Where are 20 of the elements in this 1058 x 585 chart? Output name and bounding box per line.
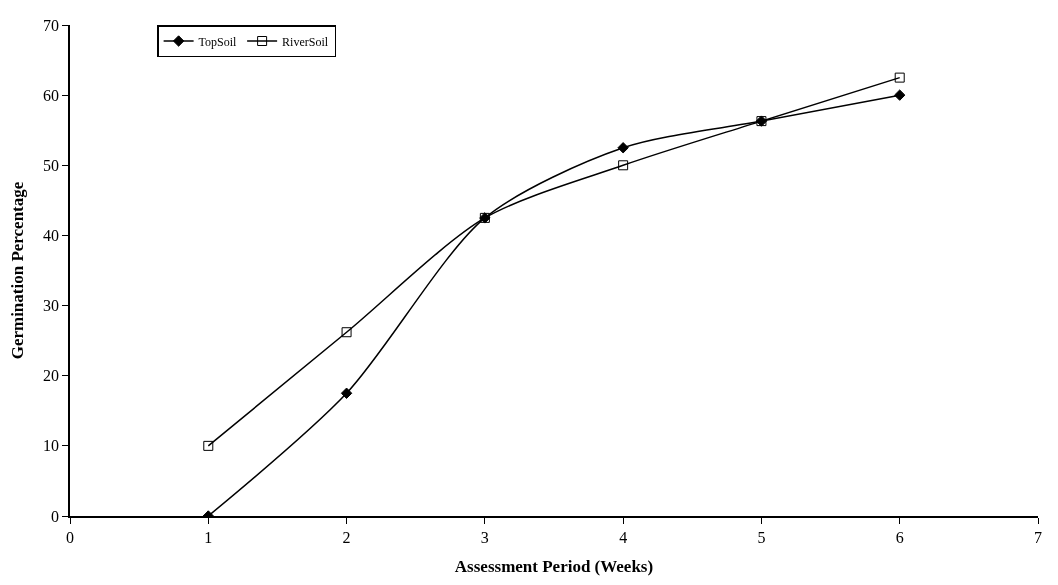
x-tick-label: 1 <box>204 528 213 546</box>
x-tick-label: 7 <box>1034 528 1042 546</box>
x-tick-label: 4 <box>619 528 628 546</box>
y-tick-label: 10 <box>43 437 60 455</box>
y-axis-title: Germination Percentage <box>8 181 28 360</box>
x-tick-label: 3 <box>480 528 489 546</box>
y-tick-label: 40 <box>43 227 60 245</box>
y-tick-label: 50 <box>43 156 60 174</box>
legend-label: RiverSoil <box>282 34 329 49</box>
x-tick-label: 2 <box>342 528 351 546</box>
x-tick-label: 5 <box>757 528 766 546</box>
y-tick-label: 70 <box>43 16 60 34</box>
x-tick-label: 6 <box>895 528 904 546</box>
y-tick-label: 30 <box>43 297 60 315</box>
y-tick-label: 20 <box>43 367 60 385</box>
y-tick-label: 0 <box>51 507 60 525</box>
x-tick-label: 0 <box>66 528 74 546</box>
x-axis-title: Assessment Period (Weeks) <box>454 556 654 576</box>
legend-label: TopSoil <box>198 34 238 49</box>
y-tick-label: 60 <box>43 86 60 104</box>
